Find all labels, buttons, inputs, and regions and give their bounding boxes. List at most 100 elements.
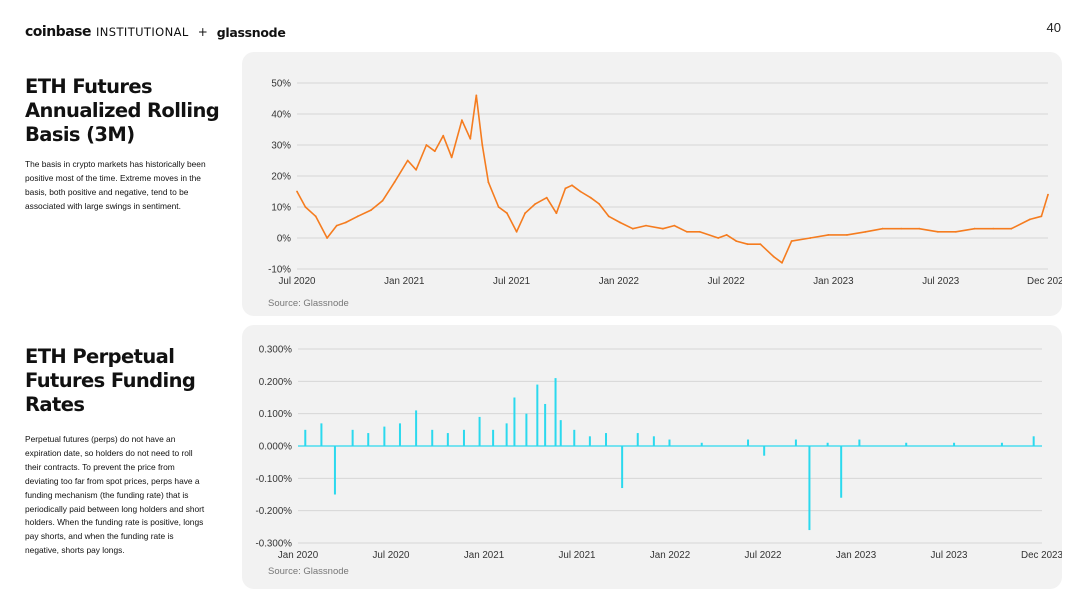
funding-bar	[794, 439, 797, 446]
data-point	[717, 237, 720, 239]
data-point	[433, 150, 436, 153]
data-point	[759, 243, 762, 246]
data-point	[1029, 218, 1031, 221]
data-point	[881, 227, 884, 230]
data-point	[564, 187, 567, 190]
data-point	[515, 230, 518, 233]
funding-bar	[588, 436, 591, 446]
funding-bar	[333, 446, 336, 495]
funding-bar	[544, 403, 547, 446]
funding-bar	[636, 433, 639, 446]
y-tick-label: -0.100%	[256, 474, 293, 485]
x-tick-label: Jul 2022	[744, 550, 781, 561]
data-point	[790, 240, 793, 243]
y-tick-label: 0.200%	[259, 377, 293, 388]
data-point	[555, 212, 558, 215]
funding-bar	[304, 429, 307, 446]
data-point	[900, 227, 903, 230]
data-point	[475, 94, 478, 97]
data-point	[579, 190, 582, 193]
data-point	[481, 144, 484, 146]
data-point	[846, 234, 848, 236]
header-brand: coinbase INSTITUTIONAL + glassnode	[25, 22, 286, 42]
funding-bar	[808, 446, 811, 531]
data-point	[698, 230, 701, 233]
funding-bar	[525, 413, 528, 446]
funding-bar	[858, 439, 861, 446]
x-tick-label: Jan 2021	[384, 276, 424, 287]
funding-bar	[573, 429, 576, 446]
x-tick-label: Jul 2020	[278, 276, 316, 287]
data-point	[827, 234, 830, 236]
funding-bar	[953, 442, 956, 446]
data-point	[1040, 215, 1043, 218]
funding-bar	[446, 433, 449, 446]
funding-bar	[462, 429, 465, 446]
data-point	[1010, 227, 1013, 230]
data-point	[864, 230, 867, 233]
x-tick-label: Jul 2021	[493, 276, 530, 287]
data-point	[936, 230, 939, 233]
data-point	[506, 212, 508, 215]
page-number: 40	[1046, 20, 1061, 35]
y-tick-label: 30%	[271, 141, 291, 152]
data-point	[645, 224, 647, 227]
basis-chart: Source: Glassnode 50%40%30%20%10%0%-10%J…	[268, 79, 1062, 310]
funding-bar	[559, 420, 562, 446]
funding-bar	[505, 423, 508, 446]
x-tick-label: Dec 2023	[1021, 550, 1062, 561]
data-point	[335, 224, 338, 227]
funding-bar	[478, 416, 481, 446]
funding-bar	[905, 442, 908, 446]
section-title-funding: ETH Perpetual Futures Funding Rates	[25, 345, 196, 416]
data-point	[918, 227, 921, 230]
funding-bar	[513, 397, 516, 446]
data-point	[415, 168, 418, 171]
data-point	[487, 181, 490, 184]
data-point	[469, 137, 472, 140]
data-point	[619, 221, 622, 224]
x-tick-label: Jan 2022	[599, 276, 639, 287]
funding-bar	[320, 423, 323, 446]
data-point	[304, 206, 307, 208]
data-point	[545, 196, 548, 199]
data-point	[425, 144, 428, 146]
data-point	[772, 255, 775, 258]
x-tick-label: Jan 2023	[836, 550, 877, 561]
funding-bar	[351, 429, 354, 446]
data-point	[673, 224, 676, 227]
data-point	[973, 227, 976, 230]
funding-chart: Source: Glassnode 0.300% 0.200% 0.100% 0.00…	[256, 345, 1063, 578]
data-point	[992, 227, 995, 230]
y-tick-label: -0.200%	[256, 506, 293, 517]
section-title-basis: ETH Futures Annualized Rolling Basis (3M…	[25, 75, 220, 146]
data-point	[497, 206, 500, 208]
x-tick-label: Dec 2023	[1027, 276, 1062, 287]
data-point	[809, 237, 812, 239]
y-tick-label: 0.300%	[259, 345, 293, 356]
funding-chart-panel: Source: Glassnode 0.300% 0.200% 0.100% 0.00…	[242, 325, 1062, 589]
y-tick-label: 0.100%	[259, 409, 293, 420]
data-point	[746, 243, 749, 246]
data-point	[735, 240, 738, 243]
y-tick-label: 0%	[277, 234, 291, 245]
funding-bar	[605, 433, 608, 446]
x-tick-label: Jan 2023	[813, 276, 854, 287]
funding-bar	[367, 433, 370, 446]
funding-bar	[415, 410, 418, 446]
data-point	[450, 156, 453, 159]
funding-bar	[700, 442, 703, 446]
x-tick-label: Jan 2021	[464, 550, 504, 561]
data-point	[356, 215, 359, 218]
data-point	[406, 159, 409, 162]
x-tick-label: Jul 2021	[558, 550, 595, 561]
data-point	[725, 234, 728, 236]
funding-bar	[747, 439, 750, 446]
funding-bar	[763, 446, 766, 456]
data-point	[442, 134, 445, 137]
data-point	[631, 227, 634, 230]
funding-bar	[1000, 442, 1003, 446]
funding-bar	[431, 429, 434, 446]
series-line	[296, 94, 1049, 264]
data-point	[781, 261, 783, 264]
